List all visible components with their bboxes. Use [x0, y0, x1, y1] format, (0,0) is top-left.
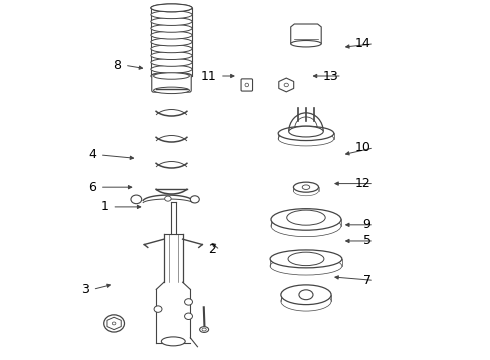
Text: 8: 8 — [113, 59, 122, 72]
Ellipse shape — [154, 306, 162, 312]
Ellipse shape — [151, 72, 192, 80]
Ellipse shape — [131, 195, 142, 204]
Ellipse shape — [289, 126, 323, 137]
Text: 2: 2 — [208, 243, 216, 256]
Text: 5: 5 — [363, 234, 370, 247]
Text: 12: 12 — [355, 177, 370, 190]
Ellipse shape — [151, 18, 192, 26]
Text: 14: 14 — [355, 37, 370, 50]
Text: 9: 9 — [363, 218, 370, 231]
Ellipse shape — [151, 38, 192, 46]
Ellipse shape — [299, 290, 313, 300]
Ellipse shape — [281, 285, 331, 305]
Ellipse shape — [161, 337, 185, 346]
Text: 3: 3 — [81, 283, 89, 296]
Ellipse shape — [294, 182, 318, 192]
Ellipse shape — [270, 257, 342, 275]
Ellipse shape — [151, 58, 192, 66]
Ellipse shape — [153, 73, 190, 79]
Ellipse shape — [199, 327, 209, 332]
Polygon shape — [279, 78, 294, 92]
FancyBboxPatch shape — [152, 74, 191, 92]
Ellipse shape — [281, 291, 331, 311]
Ellipse shape — [271, 215, 341, 237]
Ellipse shape — [112, 322, 116, 325]
Ellipse shape — [278, 132, 334, 146]
Ellipse shape — [151, 65, 192, 73]
Ellipse shape — [104, 315, 124, 332]
Text: 1: 1 — [101, 201, 109, 213]
Ellipse shape — [151, 11, 192, 19]
Ellipse shape — [151, 4, 192, 12]
Ellipse shape — [287, 210, 325, 225]
Ellipse shape — [288, 252, 324, 266]
Ellipse shape — [270, 250, 342, 268]
Ellipse shape — [151, 4, 192, 12]
Ellipse shape — [278, 126, 334, 140]
Ellipse shape — [245, 83, 248, 87]
Ellipse shape — [153, 87, 190, 94]
Ellipse shape — [291, 41, 321, 47]
Ellipse shape — [151, 51, 192, 59]
Text: 11: 11 — [200, 69, 216, 82]
Ellipse shape — [151, 24, 192, 32]
Text: 4: 4 — [88, 148, 96, 161]
Ellipse shape — [151, 45, 192, 53]
Ellipse shape — [271, 209, 341, 230]
Text: 7: 7 — [363, 274, 370, 287]
Ellipse shape — [302, 185, 310, 189]
Polygon shape — [107, 317, 121, 330]
FancyBboxPatch shape — [241, 79, 252, 91]
Ellipse shape — [151, 31, 192, 39]
Ellipse shape — [165, 196, 171, 201]
Ellipse shape — [190, 196, 199, 203]
Text: 6: 6 — [88, 181, 96, 194]
Ellipse shape — [202, 328, 206, 331]
Ellipse shape — [185, 313, 193, 319]
Polygon shape — [291, 24, 321, 44]
Text: 13: 13 — [322, 69, 338, 82]
Ellipse shape — [284, 83, 289, 87]
Ellipse shape — [185, 299, 193, 305]
Text: 10: 10 — [355, 141, 370, 154]
